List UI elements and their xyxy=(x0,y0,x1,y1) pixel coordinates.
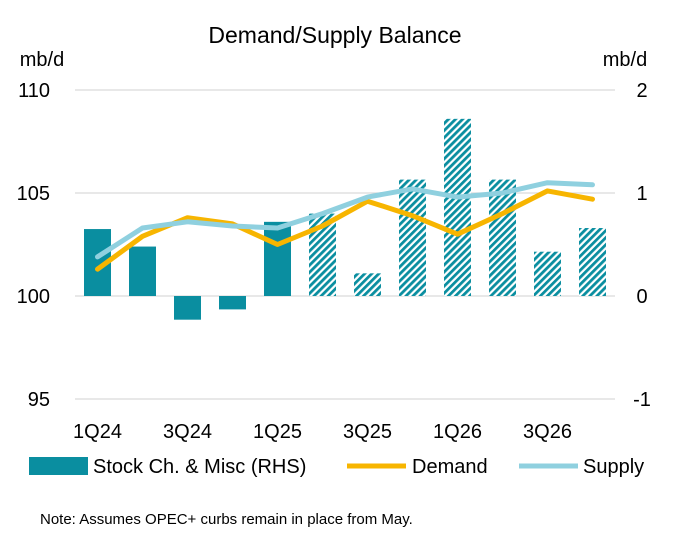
axis-labels: 95 100 105 110 -1 0 1 2 1Q24 3Q24 1Q25 3Q25 1Q26 3Q26 xyxy=(17,80,651,443)
right-tick-label: -1 xyxy=(633,389,651,411)
chart-title: Demand/Supply Balance xyxy=(208,22,461,48)
x-tick-label: 1Q26 xyxy=(433,421,482,443)
stock-change-bar xyxy=(264,221,291,296)
gridlines xyxy=(75,89,615,400)
left-axis-unit: mb/d xyxy=(20,49,64,71)
x-tick-label: 1Q24 xyxy=(73,421,122,443)
right-tick-label: 0 xyxy=(636,286,647,308)
legend-label-supply: Supply xyxy=(583,456,644,478)
stock-change-bar xyxy=(129,246,156,296)
footnote: Note: Assumes OPEC+ curbs remain in plac… xyxy=(40,511,413,528)
left-tick-label: 110 xyxy=(18,80,50,102)
supply-line xyxy=(95,180,595,260)
x-tick-label: 1Q25 xyxy=(253,421,302,443)
stock-change-bar xyxy=(579,228,606,296)
legend: Stock Ch. & Misc (RHS) Demand Supply xyxy=(29,456,644,478)
legend-swatch-stock-change xyxy=(29,457,88,475)
left-tick-label: 105 xyxy=(17,183,50,205)
stock-change-bar xyxy=(219,296,246,310)
right-tick-label: 2 xyxy=(636,80,647,102)
stock-change-bar xyxy=(399,179,426,296)
legend-label-demand: Demand xyxy=(412,456,488,478)
stock-change-bar xyxy=(489,179,516,296)
right-axis-unit: mb/d xyxy=(603,49,647,71)
x-tick-label: 3Q25 xyxy=(343,421,392,443)
x-tick-label: 3Q24 xyxy=(163,421,212,443)
x-tick-label: 3Q26 xyxy=(523,421,572,443)
left-tick-label: 95 xyxy=(28,389,50,411)
stock-change-bars xyxy=(84,118,606,320)
series-lines xyxy=(95,180,595,272)
left-tick-label: 100 xyxy=(17,286,50,308)
stock-change-bar xyxy=(354,273,381,296)
legend-label-stock-change: Stock Ch. & Misc (RHS) xyxy=(93,456,306,478)
stock-change-bar xyxy=(444,118,471,296)
right-tick-label: 1 xyxy=(636,183,647,205)
stock-change-bar xyxy=(534,251,561,296)
stock-change-bar xyxy=(174,296,201,320)
demand-line xyxy=(95,188,595,272)
